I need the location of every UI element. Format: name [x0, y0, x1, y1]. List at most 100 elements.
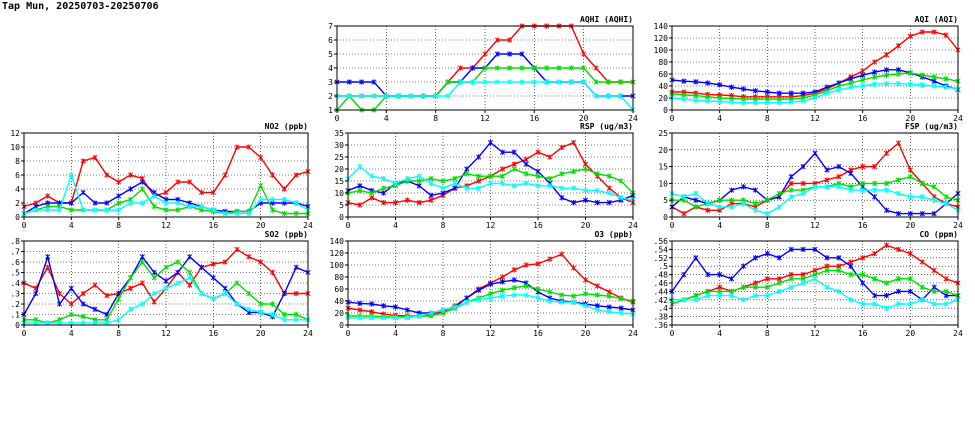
data-point: [92, 207, 98, 213]
y-tick-label: .7: [10, 248, 20, 257]
data-point: [246, 254, 252, 260]
data-point: [523, 283, 529, 289]
data-point: [210, 261, 216, 267]
data-point: [246, 210, 252, 217]
series-aqhi-3: [334, 79, 636, 113]
data-point: [476, 173, 482, 179]
data-point: [752, 255, 758, 261]
data-point: [258, 301, 264, 307]
data-point: [33, 290, 39, 297]
y-tick-label: 120: [654, 34, 669, 43]
data-point: [519, 51, 525, 57]
data-point: [729, 292, 735, 299]
data-point: [269, 301, 276, 307]
data-point: [523, 171, 529, 177]
data-point: [752, 284, 758, 290]
y-tick-label: 2: [328, 92, 333, 101]
data-point: [210, 189, 216, 196]
data-point: [116, 296, 122, 302]
data-point: [163, 207, 169, 213]
data-point: [788, 187, 794, 193]
x-tick-label: 8: [765, 329, 770, 338]
data-point: [381, 315, 387, 321]
data-point: [931, 83, 937, 89]
series-aqhi-0: [334, 23, 636, 99]
data-point: [848, 271, 854, 278]
data-point: [80, 189, 86, 196]
y-tick-label: 100: [330, 261, 345, 270]
data-point: [740, 86, 747, 92]
data-point: [606, 304, 612, 310]
y-tick-label: 8: [15, 157, 20, 166]
data-point: [80, 313, 86, 320]
data-point: [860, 72, 866, 78]
data-point: [594, 199, 600, 206]
data-point: [717, 197, 723, 203]
data-point: [499, 149, 505, 155]
data-point: [404, 307, 410, 313]
data-point: [618, 178, 624, 184]
data-point: [943, 32, 949, 38]
data-point: [210, 275, 216, 281]
data-point: [445, 93, 451, 99]
data-point: [559, 292, 565, 298]
y-tick-label: 0: [15, 213, 20, 222]
x-tick-label: 20: [581, 329, 591, 338]
data-point: [582, 166, 589, 172]
data-point: [507, 79, 513, 85]
data-point: [681, 211, 687, 217]
data-point: [860, 301, 866, 307]
data-point: [848, 263, 854, 269]
x-tick-label: 16: [209, 221, 219, 230]
data-point: [116, 200, 122, 206]
data-point: [943, 194, 949, 200]
y-tick-label: .2: [10, 300, 20, 309]
chart-title: NO2 (ppb): [265, 122, 308, 131]
data-point: [346, 93, 352, 99]
data-point: [681, 194, 687, 200]
x-tick-label: 24: [303, 221, 313, 230]
data-point: [269, 311, 276, 318]
data-point: [872, 250, 878, 257]
data-point: [776, 100, 782, 106]
y-tick-label: 0: [15, 321, 20, 330]
data-point: [836, 267, 842, 274]
data-point: [824, 267, 830, 274]
data-point: [544, 79, 550, 85]
data-point: [895, 276, 901, 282]
data-point: [535, 295, 541, 301]
data-point: [269, 207, 276, 213]
data-point: [464, 185, 470, 191]
x-tick-label: 24: [628, 114, 638, 123]
data-point: [507, 37, 513, 43]
data-point: [883, 67, 890, 73]
data-point: [392, 199, 399, 206]
data-point: [800, 98, 806, 104]
data-point: [860, 255, 866, 261]
data-point: [776, 288, 782, 295]
x-tick-label: 4: [717, 329, 722, 338]
x-tick-label: 0: [22, 329, 27, 338]
data-point: [681, 297, 687, 303]
y-tick-label: 40: [334, 297, 344, 306]
data-point: [606, 293, 612, 299]
data-point: [740, 263, 747, 269]
y-tick-label: 40: [658, 82, 668, 91]
data-point: [618, 93, 624, 99]
data-point: [547, 256, 553, 262]
data-point: [457, 65, 463, 71]
x-tick-label: 20: [256, 221, 266, 230]
data-point: [369, 315, 375, 321]
data-point: [729, 276, 735, 282]
data-point: [258, 154, 264, 161]
data-point: [452, 175, 458, 182]
data-point: [198, 264, 205, 270]
data-point: [895, 190, 901, 197]
data-point: [499, 287, 505, 293]
data-point: [487, 173, 494, 179]
data-point: [717, 82, 723, 88]
data-point: [872, 81, 878, 87]
data-point: [836, 87, 842, 93]
data-point: [523, 180, 529, 187]
